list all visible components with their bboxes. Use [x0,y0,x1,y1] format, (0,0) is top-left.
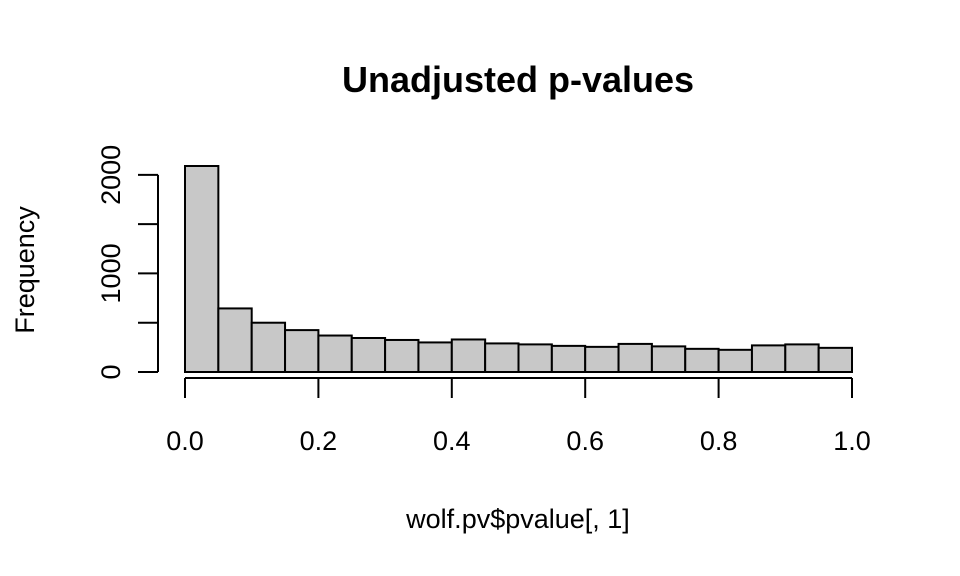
histogram-bar [784,343,820,374]
x-tick-label: 0.6 [566,426,604,456]
histogram-bar [517,343,553,374]
histogram-bar [317,334,353,373]
x-tick-label: 0.4 [433,426,471,456]
histogram-bar [184,165,220,373]
histogram-bar [417,341,453,374]
x-axis-label: wolf.pv$pvalue[, 1] [405,504,630,534]
histogram-bar [384,338,420,374]
histogram-bar [584,345,620,373]
histogram-bar [250,321,287,374]
histogram-bar [450,338,487,374]
histogram-bar [350,336,387,373]
bars-group [184,165,854,374]
y-tick-label: 2000 [96,145,126,205]
x-tick-label: 0.8 [700,426,738,456]
histogram-bar [617,342,653,373]
histogram-bar [717,348,753,373]
histogram-bar [750,344,787,374]
chart-title: Unadjusted p-values [342,59,694,100]
x-tick-label: 1.0 [833,426,871,456]
histogram-bar [684,347,720,373]
histogram-bar [484,342,520,373]
histogram-bar [817,346,854,374]
y-tick-label: 0 [96,364,126,379]
histogram-bar [217,307,253,374]
x-axis: 0.0 0.2 0.4 0.6 0.8 1.0 [166,377,871,456]
x-tick-label: 0.0 [166,426,204,456]
x-tick-label: 0.2 [300,426,338,456]
y-tick-label: 1000 [96,243,126,303]
y-axis: 0 1000 2000 [96,145,159,380]
y-axis-label: Frequency [10,206,40,334]
histogram-bar [650,345,687,373]
histogram-bar [284,329,320,373]
histogram-bar [550,344,587,373]
